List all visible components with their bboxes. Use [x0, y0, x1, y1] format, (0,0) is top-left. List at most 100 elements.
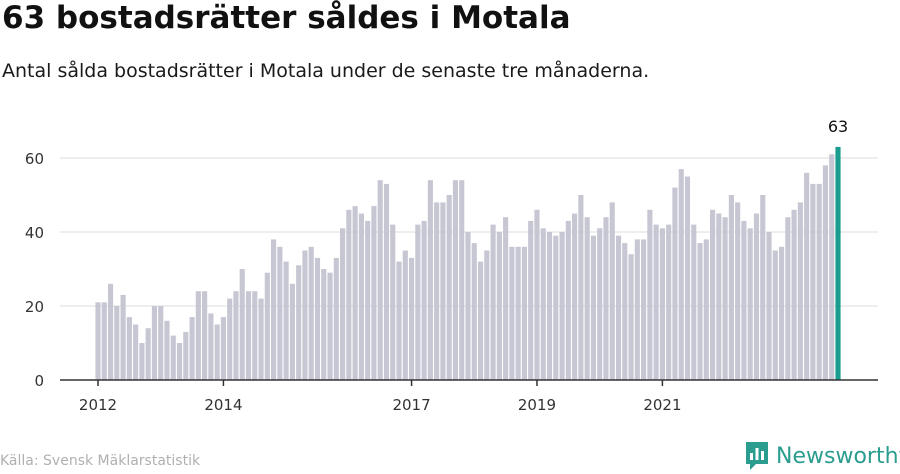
bar: [603, 217, 609, 380]
bar: [684, 176, 691, 380]
bar: [710, 209, 716, 380]
chart-title: 63 bostadsrätter såldes i Motala: [2, 0, 571, 36]
bar: [277, 246, 283, 380]
bar: [572, 213, 578, 380]
x-tick-label: 2021: [643, 396, 681, 414]
bar: [95, 302, 101, 380]
bar: [804, 172, 810, 380]
bar: [145, 328, 151, 380]
bar: [421, 220, 427, 380]
bar: [352, 206, 358, 380]
bar: [565, 220, 571, 380]
brand-name: Newsworthy: [776, 443, 900, 469]
x-tick-label: 2014: [204, 396, 242, 414]
bar: [120, 294, 126, 380]
bar: [672, 187, 678, 380]
newsworthy-logo-icon: [746, 442, 768, 470]
bar: [459, 180, 465, 380]
bar: [634, 239, 640, 380]
bar: [390, 224, 396, 380]
bar: [753, 213, 760, 380]
bar: [546, 232, 553, 380]
bar: [346, 209, 352, 380]
bar: [164, 320, 170, 380]
bar: [747, 228, 753, 380]
bar: [452, 180, 459, 380]
bar: [239, 269, 245, 380]
bar: [597, 228, 603, 380]
y-tick-label: 40: [25, 224, 44, 242]
bar: [666, 224, 672, 380]
bar: [528, 220, 534, 380]
bar: [139, 343, 145, 380]
bar: [484, 250, 490, 380]
y-tick-label: 20: [25, 298, 44, 316]
bar: [271, 239, 277, 380]
bar: [641, 239, 647, 380]
x-tick-label: 2012: [79, 396, 117, 414]
bar: [264, 272, 270, 380]
x-tick-label: 2019: [518, 396, 556, 414]
bar: [371, 206, 377, 380]
bar: [446, 195, 452, 380]
bar: [766, 232, 772, 380]
source-note: Källa: Svensk Mäklarstatistik: [0, 453, 201, 469]
bar: [785, 217, 791, 380]
bar: [365, 220, 371, 380]
bar: [358, 213, 364, 380]
bar: [296, 265, 302, 380]
bar: [289, 283, 295, 380]
bar: [465, 232, 471, 380]
bar-highlight: [835, 146, 841, 380]
bar: [314, 257, 321, 380]
y-tick-label: 0: [34, 372, 44, 390]
bar: [302, 250, 308, 380]
bar: [477, 261, 484, 380]
bar: [728, 195, 734, 380]
bar: [772, 250, 778, 380]
bar: [829, 154, 835, 380]
bar: [227, 298, 233, 380]
bar: [195, 291, 201, 380]
bar: [622, 243, 628, 380]
bar: [628, 254, 634, 380]
bar: [653, 224, 659, 380]
bar: [578, 195, 584, 380]
bar: [515, 246, 521, 380]
bar: [735, 202, 741, 380]
bar: [584, 217, 590, 380]
bar: [509, 246, 515, 380]
bar: [722, 217, 728, 380]
chart-subtitle: Antal sålda bostadsrätter i Motala under…: [2, 60, 650, 82]
bar: [521, 246, 528, 380]
bar: [496, 232, 502, 380]
bar: [333, 257, 339, 380]
bar: [559, 232, 565, 380]
bar: [791, 209, 797, 380]
bar: [697, 243, 703, 380]
bar: [778, 246, 785, 380]
bar: [151, 306, 158, 380]
bar: [816, 183, 822, 380]
bar: [402, 250, 408, 380]
bar: [615, 235, 622, 380]
bar: [340, 228, 346, 380]
bar: [158, 306, 164, 380]
bar: [440, 202, 446, 380]
bar: [202, 291, 208, 380]
bar: [327, 272, 333, 380]
bar: [126, 317, 132, 380]
bar: [609, 202, 615, 380]
bar: [415, 224, 421, 380]
bar: [107, 283, 114, 380]
bar: [170, 335, 176, 380]
bar: [716, 213, 722, 380]
bar: [176, 343, 183, 380]
bar: [245, 291, 252, 380]
bar: [678, 169, 684, 380]
bar: [321, 269, 327, 380]
bar: [220, 317, 226, 380]
bar: [691, 224, 697, 380]
bar: [214, 324, 220, 380]
bar: [490, 224, 496, 380]
